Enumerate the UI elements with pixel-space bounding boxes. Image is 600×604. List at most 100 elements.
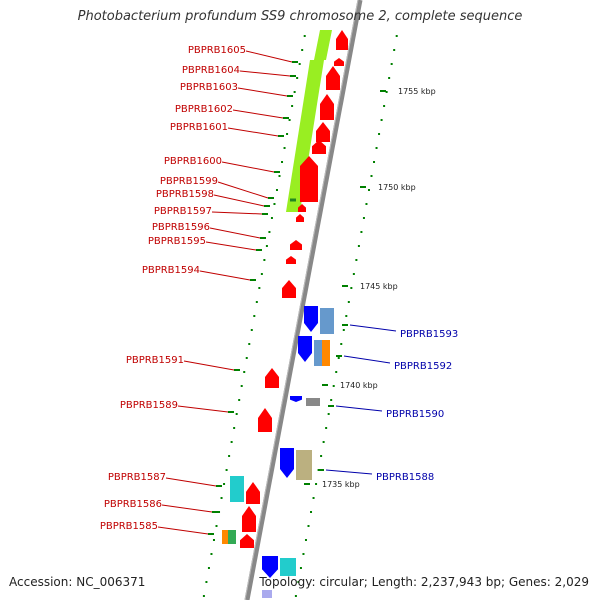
guide-dot-right [299,567,302,569]
guide-dot-left [207,567,210,569]
guide-dot-left [210,553,213,555]
reverse-genes [262,306,318,578]
forward-gene-arrow [326,66,340,90]
forward-gene-arrow [320,94,334,120]
guide-dot-right [330,399,333,401]
guide-dot-left [220,497,223,499]
left-gene-label: PBPRB1594 [142,265,200,276]
forward-gene-arrow [258,408,272,432]
guide-dot-right [307,525,310,527]
gene-leader-line [213,194,265,207]
guide-dot-right [315,483,318,485]
guide-dot-left [225,469,228,471]
guide-dot-right [357,245,360,247]
guide-dot-left [248,343,251,345]
forward-gene-arrow [298,204,306,212]
dotted-guide-rings [202,35,398,597]
guide-dot-left [215,525,218,527]
guide-dot-right [355,259,358,261]
guide-dot-left [202,595,205,597]
guide-dot-left [212,539,215,541]
guide-dot-right [294,595,297,597]
forward-gene-arrow [334,58,344,66]
feature-box [322,340,330,366]
guide-dot-left [243,371,246,373]
gene-leader-line [211,211,263,215]
feature-box [314,340,324,366]
backbone-highlight [244,0,359,601]
forward-gene-arrow [286,256,296,264]
gene-leader-line [217,181,269,199]
guide-dot-right [388,77,391,79]
reverse-gene-arrow [262,556,278,578]
accession-text: Accession: NC_006371 [9,575,146,589]
topology-text: Topology: circular; Length: 2,237,943 bp… [259,575,589,589]
guide-dot-right [302,553,305,555]
guide-dot-left [296,77,299,79]
guide-dot-left [288,119,291,121]
guide-dot-left [263,259,266,261]
gene-leader-line [349,324,397,332]
forward-gene-arrow [282,280,296,298]
gene-leader-line [157,526,209,535]
forward-gene-arrow [312,140,326,154]
gene-leader-line [177,405,229,413]
guide-dot-left [258,287,261,289]
guide-dot-left [275,189,278,191]
guide-dot-right [320,455,323,457]
reverse-gene-arrow [304,306,318,332]
left-gene-labels: PBPRB1605 PBPRB1604 PBPRB1603 PBPRB1602 PBPR… [100,45,298,535]
feature-box [222,530,230,544]
guide-dot-left [286,133,289,135]
right-gene-labels: PBPRB1593 PBPRB1592 PBPRB1590 PBPRB1588 [318,324,458,483]
guide-dot-left [268,231,271,233]
guide-dot-left [255,301,258,303]
guide-dot-left [245,357,248,359]
guide-dot-right [362,217,365,219]
guide-dot-right [327,413,330,415]
gene-leader-line [335,405,383,412]
gene-leader-line [209,227,261,239]
guide-dot-right [373,161,376,163]
feature-box [306,398,320,406]
backbone-line [244,0,363,601]
guide-dot-right [380,119,383,121]
right-gene-label: PBPRB1588 [376,472,434,483]
guide-dot-left [298,63,301,65]
left-gene-label: PBPRB1587 [108,472,166,483]
left-gene-label: PBPRB1599 [160,176,218,187]
guide-dot-right [395,35,398,37]
guide-dot-right [365,203,368,205]
gene-leader-line [325,469,373,475]
gene-leader-line [221,161,275,173]
lime-feature [286,60,324,212]
guide-dot-right [393,49,396,51]
guide-dot-right [332,385,335,387]
forward-gene-arrow [242,506,256,532]
gene-leader-line [161,504,213,513]
kbp-label: 1735 kbp [322,480,360,489]
guide-dot-right [335,371,338,373]
gene-leader-line [237,87,288,97]
guide-dot-left [301,49,304,51]
forward-gene-arrow [290,240,302,250]
reverse-gene-arrow [290,396,302,402]
gene-leader-line [245,50,293,63]
map-title: Photobacterium profundum SS9 chromosome … [77,9,523,24]
forward-gene-arrow [240,534,254,548]
guide-dot-left [223,483,226,485]
right-gene-label: PBPRB1590 [386,409,444,420]
feature-box [280,558,296,576]
forward-gene-arrow [296,214,304,222]
guide-dot-right [383,105,386,107]
feature-box [228,530,236,544]
guide-dot-left [303,35,306,37]
gene-leader-line [343,355,391,364]
left-gene-label: PBPRB1598 [156,189,214,200]
guide-dot-left [238,399,241,401]
gene-leader-line [239,70,291,77]
left-gene-label: PBPRB1605 [188,45,246,56]
feature-box [262,590,272,598]
